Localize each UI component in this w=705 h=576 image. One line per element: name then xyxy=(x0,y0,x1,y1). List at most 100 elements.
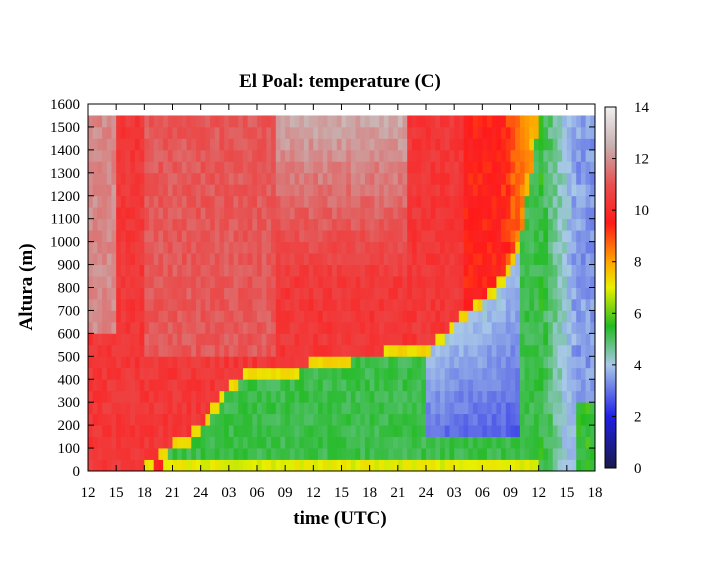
heatmap-cell xyxy=(421,276,427,288)
heatmap-cell xyxy=(590,195,596,208)
heatmap-cell xyxy=(548,287,554,300)
heatmap-cell xyxy=(440,367,446,380)
heatmap-cell xyxy=(238,276,244,288)
heatmap-cell xyxy=(120,367,126,380)
heatmap-cell xyxy=(257,390,263,403)
heatmap-cell xyxy=(130,425,136,437)
heatmap-cell xyxy=(111,218,117,231)
heatmap-cell xyxy=(247,253,253,265)
heatmap-cell xyxy=(468,436,474,449)
heatmap-cell xyxy=(186,241,192,254)
heatmap-cell xyxy=(571,310,577,323)
heatmap-cell xyxy=(402,207,408,220)
heatmap-cell xyxy=(271,321,277,334)
heatmap-cell xyxy=(463,287,469,300)
heatmap-cell xyxy=(181,115,187,128)
heatmap-cell xyxy=(252,344,258,357)
heatmap-cell xyxy=(364,390,371,403)
heatmap-cell xyxy=(393,207,399,220)
heatmap-cell xyxy=(228,207,234,220)
heatmap-cell xyxy=(238,367,244,380)
heatmap-cell xyxy=(557,390,563,403)
heatmap-cell xyxy=(477,310,483,323)
heatmap-cell xyxy=(548,390,554,403)
heatmap-cell xyxy=(515,298,521,311)
heatmap-cell xyxy=(285,126,291,139)
heatmap-cell xyxy=(224,184,230,197)
heatmap-cell xyxy=(313,344,319,357)
heatmap-cell xyxy=(402,195,408,208)
heatmap-cell xyxy=(374,161,380,174)
heatmap-cell xyxy=(515,344,521,357)
heatmap-cell xyxy=(149,207,155,220)
heatmap-cell xyxy=(242,390,249,403)
heatmap-cell xyxy=(562,390,568,403)
heatmap-cell xyxy=(440,230,446,243)
heatmap-cell xyxy=(177,425,183,437)
heatmap-cell xyxy=(557,459,563,472)
heatmap-cell xyxy=(379,207,385,220)
heatmap-cell xyxy=(364,356,371,369)
heatmap-cell xyxy=(191,218,197,231)
heatmap-cell xyxy=(280,356,286,369)
heatmap-cell xyxy=(332,253,338,265)
heatmap-cell xyxy=(571,207,577,220)
heatmap-cell xyxy=(102,184,108,197)
heatmap-cell xyxy=(247,310,253,323)
heatmap-cell xyxy=(327,138,333,151)
heatmap-cell xyxy=(374,207,380,220)
heatmap-cell xyxy=(111,230,117,243)
heatmap-cell xyxy=(355,241,361,254)
heatmap-cell xyxy=(487,344,493,357)
heatmap-cell xyxy=(97,115,103,128)
heatmap-cell xyxy=(407,310,413,323)
heatmap-cell xyxy=(139,276,145,288)
heatmap-cell xyxy=(529,276,535,288)
heatmap-cell xyxy=(472,218,479,231)
heatmap-cell xyxy=(515,115,521,128)
heatmap-cell xyxy=(529,172,535,185)
heatmap-cell xyxy=(496,184,502,197)
heatmap-cell xyxy=(336,172,342,185)
heatmap-cell xyxy=(214,172,220,185)
heatmap-cell xyxy=(393,298,399,311)
heatmap-cell xyxy=(134,344,141,357)
heatmap-cell xyxy=(285,207,291,220)
heatmap-cell xyxy=(468,115,474,128)
heatmap-cell xyxy=(416,448,422,460)
heatmap-cell xyxy=(88,161,94,174)
heatmap-cell xyxy=(440,241,446,254)
heatmap-cell xyxy=(571,138,577,151)
heatmap-cell xyxy=(224,115,230,128)
heatmap-cell xyxy=(261,115,267,128)
heatmap-cell xyxy=(177,149,183,162)
heatmap-cell xyxy=(210,413,216,426)
heatmap-cell xyxy=(364,126,371,139)
heatmap-cell xyxy=(111,287,117,300)
heatmap-cell xyxy=(346,138,352,151)
heatmap-cell xyxy=(515,264,521,277)
heatmap-cell xyxy=(557,367,563,380)
heatmap-cell xyxy=(191,413,197,426)
heatmap-cell xyxy=(510,448,516,460)
heatmap-cell xyxy=(177,367,183,380)
heatmap-cell xyxy=(257,138,263,151)
heatmap-cell xyxy=(336,448,342,460)
heatmap-cell xyxy=(421,425,427,437)
heatmap-cell xyxy=(444,184,450,197)
heatmap-cell xyxy=(116,321,122,334)
heatmap-cell xyxy=(247,379,253,392)
heatmap-cell xyxy=(519,413,525,426)
heatmap-cell xyxy=(510,230,516,243)
heatmap-cell xyxy=(557,138,563,151)
heatmap-cell xyxy=(88,344,94,357)
heatmap-cell xyxy=(533,390,540,403)
heatmap-cell xyxy=(562,448,568,460)
heatmap-cell xyxy=(482,241,488,254)
heatmap-cell xyxy=(285,356,291,369)
heatmap-cell xyxy=(134,379,141,392)
heatmap-cell xyxy=(388,367,394,380)
heatmap-cell xyxy=(482,344,488,357)
heatmap-cell xyxy=(303,126,310,139)
heatmap-cell xyxy=(510,413,516,426)
